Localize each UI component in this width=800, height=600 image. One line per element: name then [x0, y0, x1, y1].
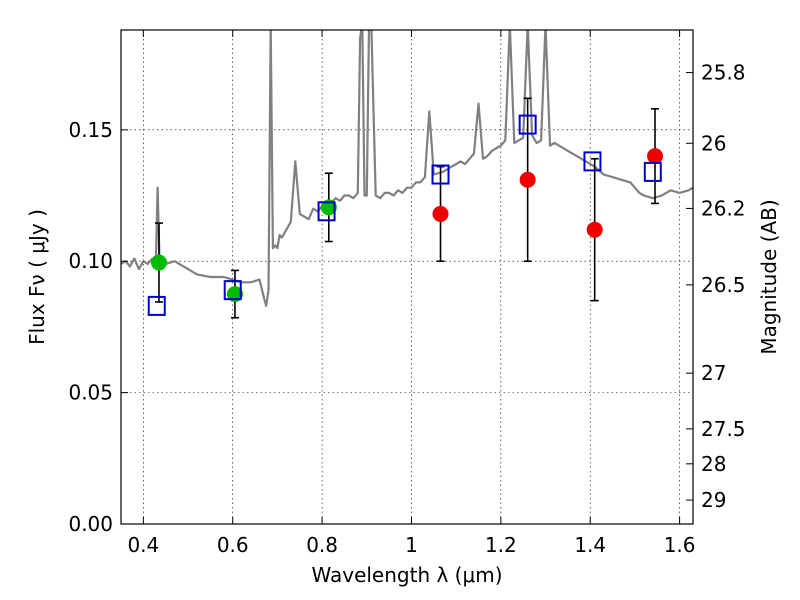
y-tick-label: 0.00 [68, 512, 113, 536]
model-flux-square [317, 201, 336, 222]
y-tick-label: 0.15 [68, 118, 113, 142]
x-tick-label: 1.4 [574, 533, 606, 557]
x-tick-label: 0.8 [306, 533, 338, 557]
model-flux-square [518, 114, 537, 135]
observed-green-point [226, 286, 243, 303]
gridlines [121, 30, 693, 524]
mag-tick-label: 28 [701, 452, 726, 476]
model-flux-square [223, 280, 242, 301]
model-flux-square [643, 161, 662, 182]
observed-green-point [320, 199, 337, 216]
mag-tick-label: 26.5 [701, 273, 746, 297]
mag-tick-label: 26 [701, 131, 726, 155]
y-tick-label: 0.05 [68, 381, 113, 405]
observed-red-point [647, 148, 664, 165]
mag-tick-label: 29 [701, 488, 726, 512]
model-flux-square [583, 151, 602, 172]
mag-tick-label: 26.2 [701, 196, 746, 220]
observed-green-point [150, 254, 167, 271]
data-layer [121, 30, 693, 319]
plot-frame [120, 29, 694, 525]
x-tick-label: 0.4 [127, 533, 159, 557]
y2-axis-title: Magnitude (AB) [757, 199, 781, 354]
observed-red-point [432, 205, 449, 222]
observed-red-point [519, 171, 536, 188]
x-tick-label: 1 [405, 533, 418, 557]
y-axis-title: Flux Fν ( μJy ) [25, 209, 49, 345]
x-tick-label: 1.2 [485, 533, 517, 557]
observed-red-point [586, 221, 603, 238]
x-tick-label: 1.6 [664, 533, 696, 557]
x-tick-label: 0.6 [217, 533, 249, 557]
tick-layer: 0.4 0.6 0.8 1 1.2 1.4 1.6 0.00 0.05 0.10 0.15 25.8 2… [68, 30, 746, 557]
mag-tick-label: 25.8 [701, 61, 746, 85]
model-flux-square [147, 295, 166, 316]
model-flux-square [431, 164, 450, 185]
y-tick-label: 0.10 [68, 249, 113, 273]
mag-tick-label: 27.5 [701, 417, 746, 441]
x-axis-title: Wavelength λ (μm) [311, 563, 502, 587]
model-spectrum-line [121, 30, 693, 307]
mag-tick-label: 27 [701, 361, 726, 385]
